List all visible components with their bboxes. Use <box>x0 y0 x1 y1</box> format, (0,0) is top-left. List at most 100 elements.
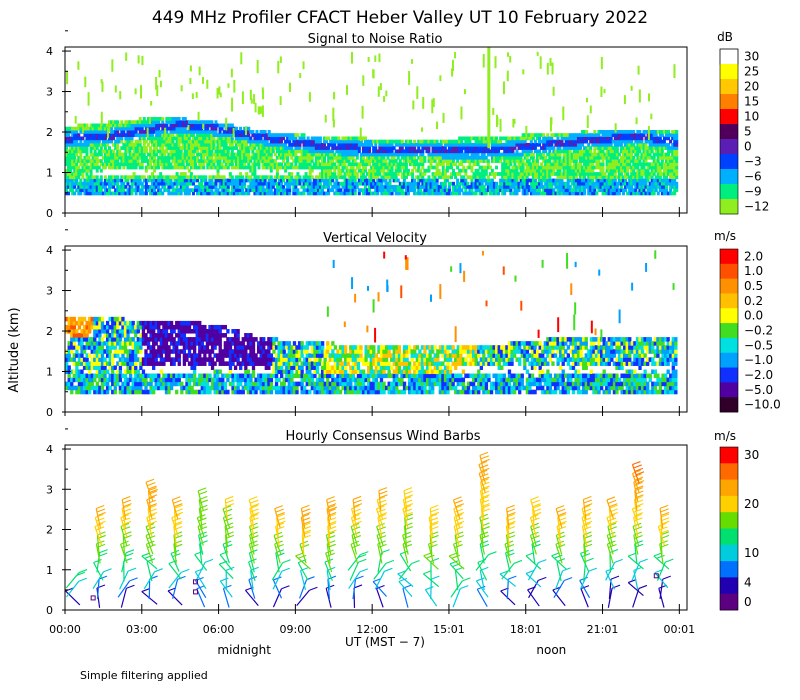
snr-cell <box>454 149 458 154</box>
snr-cell <box>85 126 89 131</box>
snr-cell <box>140 181 144 186</box>
snr-cell <box>179 172 183 176</box>
snr-cell <box>454 155 458 160</box>
snr-cell <box>644 149 648 154</box>
snr-cell <box>591 165 595 170</box>
snr-cell <box>216 172 220 176</box>
snr-cell <box>237 139 241 144</box>
snr-cell <box>67 185 71 189</box>
snr-cell <box>609 149 613 154</box>
snr-cell <box>259 185 263 189</box>
snr-cell <box>511 165 515 170</box>
snr-cell <box>255 130 259 134</box>
snr-cell <box>431 152 435 157</box>
snr-cell <box>65 191 68 196</box>
snr-cell <box>361 188 365 193</box>
snr-cell <box>433 149 437 154</box>
snr-cell <box>87 175 91 180</box>
snr-cell <box>234 191 238 196</box>
snr-cell <box>671 185 675 189</box>
snr-cell <box>200 188 204 193</box>
snr-cell <box>402 175 406 180</box>
snr-cell <box>142 191 146 196</box>
snr-cell <box>591 142 595 147</box>
snr-cell <box>658 181 662 186</box>
snr-cell <box>181 136 185 141</box>
snr-cell <box>130 152 134 157</box>
snr-cell <box>427 185 431 189</box>
snr-cell <box>585 168 589 173</box>
snr-cell <box>566 139 570 144</box>
snr-cell <box>87 168 91 173</box>
snr-cell <box>525 152 529 157</box>
snr-cell <box>384 191 388 196</box>
snr-cell <box>138 117 142 121</box>
snr-cell <box>286 146 290 150</box>
snr-cell <box>423 172 427 176</box>
snr-cell <box>546 62 549 75</box>
snr-cell <box>552 172 556 176</box>
snr-cell <box>206 165 210 170</box>
snr-cell <box>157 181 161 186</box>
snr-cell <box>327 178 331 183</box>
snr-cell <box>396 188 400 193</box>
snr-cell <box>587 188 591 193</box>
snr-cell <box>404 155 408 160</box>
snr-cell <box>333 191 337 196</box>
snr-cell <box>169 152 173 157</box>
snr-cell <box>540 155 544 160</box>
snr-cell <box>144 181 148 186</box>
snr-cell <box>99 168 103 173</box>
snr-cell <box>153 146 157 150</box>
snr-cell <box>449 159 453 163</box>
snr-cell <box>128 159 132 163</box>
snr-cell <box>73 185 77 189</box>
snr-cell <box>224 191 228 196</box>
snr-cell <box>237 185 241 189</box>
snr-cell <box>179 191 183 196</box>
snr-cell <box>605 188 609 193</box>
snr-cell <box>507 149 511 154</box>
snr-cell <box>361 178 365 183</box>
snr-cell <box>445 178 449 183</box>
snr-cell <box>202 175 206 180</box>
snr-cell <box>664 181 668 186</box>
snr-cell <box>656 168 660 173</box>
snr-cell <box>591 188 595 193</box>
snr-cell <box>97 149 101 154</box>
snr-cell <box>318 142 322 147</box>
snr-cell <box>646 146 650 150</box>
snr-cell <box>578 152 582 157</box>
snr-cell <box>411 146 415 150</box>
snr-cell <box>476 172 480 176</box>
snr-cell <box>458 168 462 173</box>
snr-cell <box>73 172 77 176</box>
snr-cell <box>122 162 126 167</box>
snr-cell <box>304 159 308 163</box>
snr-cell <box>507 178 511 183</box>
snr-cell <box>261 178 265 183</box>
snr-cell <box>267 188 271 193</box>
snr-cell <box>245 142 249 147</box>
snr-cell <box>243 159 247 163</box>
snr-cell <box>93 126 97 131</box>
snr-cell <box>93 159 97 163</box>
snr-cell <box>196 133 200 137</box>
snr-cell <box>138 142 142 147</box>
snr-cell <box>202 159 206 163</box>
snr-cell <box>128 142 132 147</box>
snr-cell <box>667 191 671 196</box>
snr-cell <box>568 185 572 189</box>
snr-cell <box>488 136 492 141</box>
snr-cell <box>626 162 630 167</box>
snr-cell <box>130 123 134 128</box>
snr-cell <box>77 133 81 137</box>
snr-cell <box>259 152 263 157</box>
snr-cell <box>449 191 453 196</box>
snr-cell <box>87 136 91 141</box>
snr-cell <box>151 181 155 186</box>
snr-cell <box>87 185 91 189</box>
snr-cell <box>325 175 329 180</box>
snr-cell <box>478 159 482 163</box>
snr-cell <box>77 123 81 128</box>
